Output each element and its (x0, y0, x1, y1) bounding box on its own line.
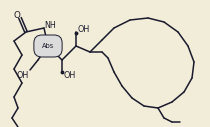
Text: OH: OH (64, 70, 76, 80)
Text: O: O (14, 11, 20, 20)
Text: Abs: Abs (42, 43, 54, 49)
Text: OH: OH (17, 70, 29, 80)
Text: OH: OH (78, 26, 90, 35)
Text: NH: NH (44, 21, 56, 30)
